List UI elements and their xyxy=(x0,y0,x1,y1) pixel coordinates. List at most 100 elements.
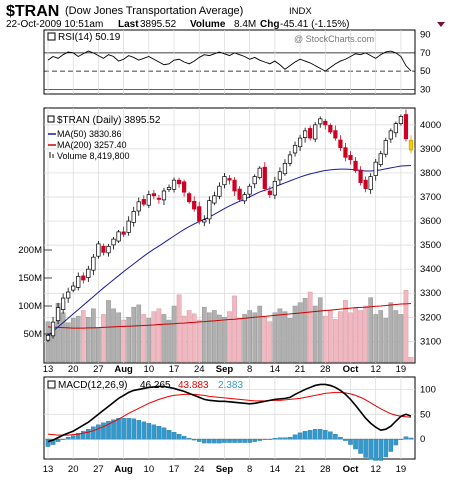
volume-bar xyxy=(363,305,368,363)
candle-body xyxy=(378,153,383,165)
macd-histogram-bar xyxy=(307,430,313,440)
macd-histogram-bar xyxy=(333,434,338,440)
macd-histogram-bar xyxy=(227,438,232,443)
candle-body xyxy=(242,194,247,202)
volume-bar xyxy=(282,311,288,363)
volume-bar xyxy=(186,310,192,363)
volume-bar xyxy=(257,305,263,363)
price-tick-label: 3300 xyxy=(420,288,441,299)
volume-bar xyxy=(75,315,81,363)
volume-bar xyxy=(121,319,126,363)
macd-histogram-bar xyxy=(96,424,101,440)
macd-histogram-bar xyxy=(312,429,318,440)
volume-bar xyxy=(358,310,363,363)
candle-body xyxy=(166,187,172,190)
header-last-label: Last xyxy=(118,19,139,30)
candle-body xyxy=(55,307,61,322)
macd-histogram-bar xyxy=(70,435,76,440)
volume-legend-swatch-2 xyxy=(52,154,54,158)
volume-bar xyxy=(252,312,258,363)
x-tick-label-top: 24 xyxy=(194,364,205,375)
volume-bar xyxy=(227,311,232,363)
candle-body xyxy=(297,137,303,148)
macd-line xyxy=(47,383,412,443)
macd-histogram-bar xyxy=(247,438,252,443)
volume-bar xyxy=(403,290,409,363)
x-tick-label-top: 21 xyxy=(295,364,306,375)
macd-histogram-bar xyxy=(171,432,177,440)
price-tick-label: 3400 xyxy=(420,264,441,275)
volume-bar xyxy=(232,295,237,363)
candle-body xyxy=(182,181,187,193)
volume-bar xyxy=(126,317,131,363)
candle-body xyxy=(353,160,358,171)
candle-body xyxy=(212,195,217,204)
macd-histogram-bar xyxy=(378,438,384,461)
candle-body xyxy=(126,220,131,233)
x-tick-label-top: 20 xyxy=(68,364,79,375)
candle-body xyxy=(247,185,252,195)
macd-histogram-bar xyxy=(363,438,368,458)
macd-histogram-bar xyxy=(126,418,131,440)
volume-bar xyxy=(368,297,373,363)
candle-body xyxy=(106,245,111,254)
macd-histogram-bar xyxy=(222,438,227,443)
rsi-line xyxy=(47,50,412,72)
candle-body xyxy=(388,130,393,140)
volume-bar xyxy=(222,317,227,363)
volume-tick-label: 50M xyxy=(24,329,43,340)
macd-histogram-bar xyxy=(328,431,333,440)
macd-histogram-bar xyxy=(358,438,363,454)
candle-body xyxy=(91,256,96,271)
macd-histogram-bar xyxy=(262,438,268,440)
volume-bar xyxy=(378,310,384,363)
volume-bar xyxy=(297,302,303,363)
volume-tick-label: 200M xyxy=(18,245,42,256)
volume-legend-label: Volume 8,419,800 xyxy=(57,151,130,161)
volume-bar xyxy=(353,308,358,363)
price-legend-label: $TRAN (Daily) 3895.52 xyxy=(57,115,161,126)
volume-bar xyxy=(267,321,273,363)
macd-histogram-bar xyxy=(186,437,192,440)
price-tick-label: 3100 xyxy=(420,336,441,347)
macd-tick-label: 50 xyxy=(420,409,431,420)
header-volume-label: Volume xyxy=(190,19,226,30)
candle-body xyxy=(151,193,156,197)
volume-bar xyxy=(106,300,111,363)
candle-body xyxy=(45,334,51,341)
x-tick-label-top: 10 xyxy=(144,364,155,375)
volume-bar xyxy=(277,308,283,363)
macd-histogram-bar xyxy=(116,418,121,440)
macd-histogram-bar xyxy=(65,436,71,440)
macd-histogram-bar xyxy=(242,438,247,443)
candle-body xyxy=(146,194,151,206)
volume-bar xyxy=(166,319,172,363)
volume-bar xyxy=(131,306,137,363)
volume-bar xyxy=(101,314,106,363)
macd-histogram-bar xyxy=(156,426,162,440)
x-tick-label-bottom: 12 xyxy=(370,464,381,475)
header-symbol: $TRAN xyxy=(6,3,59,20)
x-tick-label-top: Oct xyxy=(343,364,360,375)
candle-body xyxy=(96,243,101,257)
candle-body xyxy=(222,176,227,186)
volume-bar xyxy=(333,319,338,363)
volume-bar xyxy=(398,314,404,363)
volume-bar xyxy=(348,312,353,363)
macd-histogram-bar xyxy=(282,437,288,440)
macd-histogram-bar xyxy=(131,418,136,440)
price-tick-label: 3900 xyxy=(420,144,441,155)
price-panel xyxy=(43,107,416,364)
x-tick-label-bottom: 17 xyxy=(169,464,180,475)
volume-bar xyxy=(307,291,313,363)
x-tick-label-bottom: 24 xyxy=(194,464,205,475)
macd-histogram-bar xyxy=(217,438,222,444)
volume-bar xyxy=(116,312,121,363)
candle-body xyxy=(318,118,323,125)
volume-bar xyxy=(338,311,343,363)
macd-histogram-bar xyxy=(368,438,373,460)
volume-bar xyxy=(70,318,76,363)
x-tick-label-top: 28 xyxy=(320,364,331,375)
macd-title: MACD(12,26,9) xyxy=(58,380,127,391)
candle-body xyxy=(408,139,414,151)
